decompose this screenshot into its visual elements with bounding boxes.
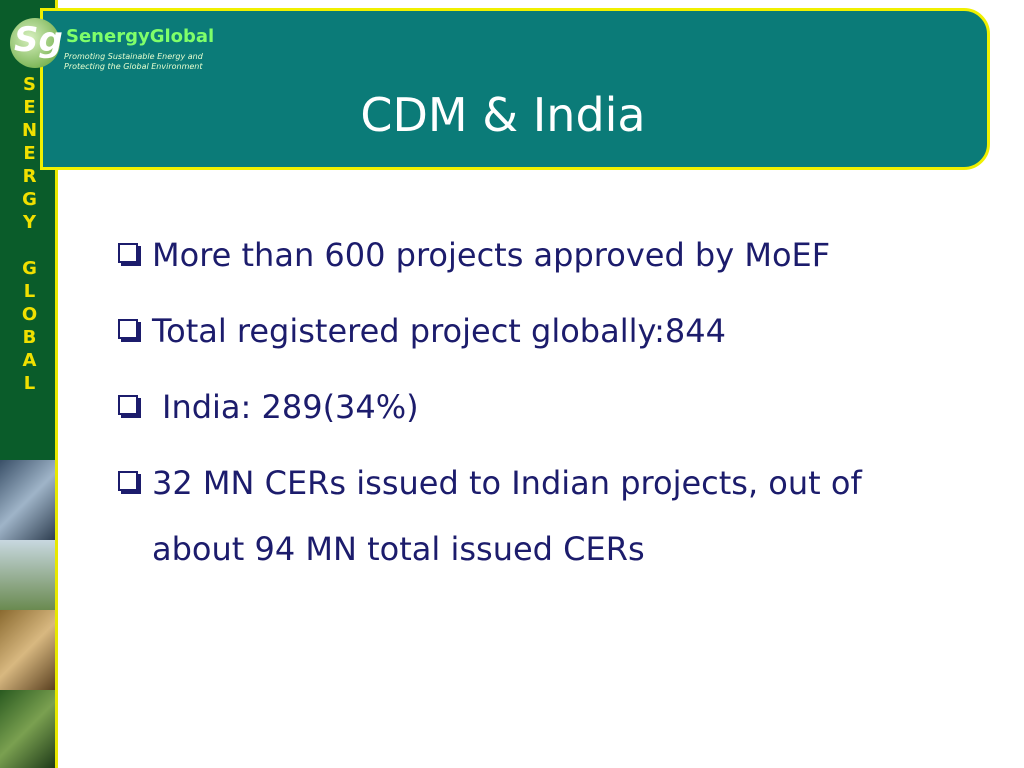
bullet: More than 600 projects approved by MoEF	[116, 222, 936, 288]
photo	[0, 610, 55, 690]
logo-letters: Sg	[14, 20, 63, 60]
header-bar	[40, 8, 990, 170]
photo	[0, 460, 55, 540]
sidebar-text: SENERGY GLOBAL	[19, 74, 40, 396]
logo-mark	[10, 18, 60, 68]
photo	[0, 540, 55, 610]
photo-strip	[0, 460, 58, 768]
bullet: India: 289(34%)	[116, 374, 936, 440]
bullet: Total registered project globally:844	[116, 298, 936, 364]
photo	[0, 690, 55, 768]
logo-tagline: Protecting the Global Environment	[64, 62, 203, 71]
bullet-list: More than 600 projects approved by MoEF …	[116, 222, 936, 592]
logo-tagline: Promoting Sustainable Energy and	[64, 52, 203, 61]
bullet: 32 MN CERs issued to Indian projects, ou…	[116, 450, 936, 582]
slide-title: CDM & India	[360, 88, 646, 142]
logo-name: SenergyGlobal	[66, 26, 215, 47]
